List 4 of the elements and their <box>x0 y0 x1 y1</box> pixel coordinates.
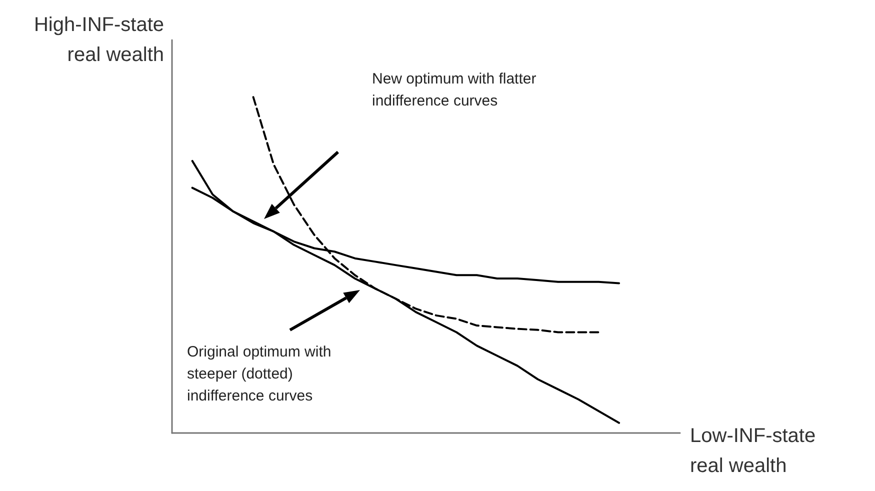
y-axis-title: High-INF-state real wealth <box>34 14 164 66</box>
annotation: Original optimum with steeper (dotted) indifference curves <box>187 344 336 404</box>
annotation: New optimum with flatter indifference curves <box>372 70 540 110</box>
x-axis-title: Low-INF-state real wealth <box>690 425 816 477</box>
